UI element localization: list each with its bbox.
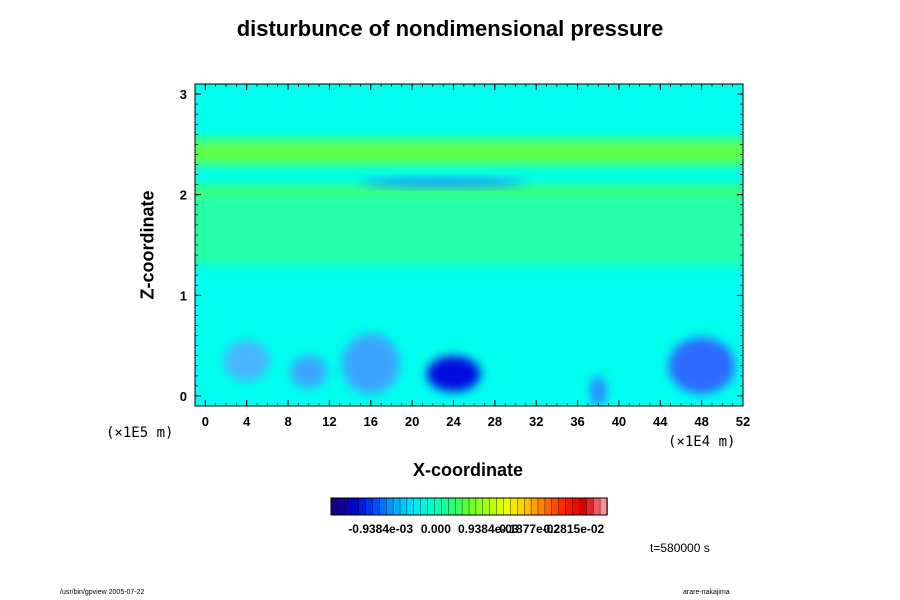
x-tick-label: 28 <box>488 414 502 429</box>
colorbar-segment <box>579 497 588 516</box>
colorbar-segment <box>406 497 415 516</box>
colorbar-segment <box>496 497 505 516</box>
heatmap-band <box>195 139 743 165</box>
heatmap-feature <box>341 333 400 394</box>
colorbar-segment <box>455 497 463 516</box>
x-tick-label: 40 <box>612 414 626 429</box>
colorbar-segment <box>510 497 518 516</box>
x-tick-label: 36 <box>570 414 584 429</box>
x-tick-label: 20 <box>405 414 419 429</box>
colorbar-tick-label: 0.9384e-03 <box>458 522 519 536</box>
y-tick-label: 0 <box>180 389 187 404</box>
colorbar-tick-label: 0.1877e-02 <box>499 522 560 536</box>
heatmap-feature <box>290 355 328 388</box>
x-tick-label: 32 <box>529 414 543 429</box>
heatmap-field <box>195 84 743 406</box>
colorbar-segment <box>448 497 456 516</box>
colorbar-segment <box>441 497 449 516</box>
footer-author-label: arare-nakajima <box>683 589 730 596</box>
x-tick-label: 16 <box>364 414 378 429</box>
colorbar-segment <box>599 497 608 516</box>
x-axis-unit: (×1E4 m) <box>668 434 736 450</box>
colorbar-segment <box>475 497 484 516</box>
heatmap-feature <box>223 340 270 381</box>
colorbar-tick-label: 0.000 <box>421 522 451 536</box>
colorbar-segment <box>413 497 422 516</box>
colorbar-segment <box>530 497 539 516</box>
x-tick-label: 44 <box>653 414 668 429</box>
colorbar-segment <box>386 497 394 516</box>
colorbar-segment <box>399 497 408 516</box>
heatmap-feature <box>426 355 481 392</box>
y-tick-label: 2 <box>180 188 187 203</box>
colorbar-segment <box>372 497 380 516</box>
colorbar-segment <box>427 497 436 516</box>
footer-command-label: /usr/bin/gpview 2005-07-22 <box>60 589 145 596</box>
colorbar-segment <box>558 497 567 516</box>
colorbar-segment <box>351 497 360 516</box>
time-label: t=580000 s <box>650 541 710 555</box>
colorbar-segment <box>572 497 581 516</box>
colorbar-segment <box>544 497 553 516</box>
colorbar-segment <box>517 497 525 516</box>
colorbar-segment <box>537 497 546 516</box>
colorbar-segment <box>392 497 401 516</box>
colorbar-tick-label: -0.9384e-03 <box>348 522 413 536</box>
colorbar-segment <box>420 497 429 516</box>
colorbar-segment <box>524 497 532 516</box>
colorbar-segment <box>489 497 498 516</box>
colorbar-segment <box>379 497 387 516</box>
colorbar-segment <box>365 497 374 516</box>
colorbar-segment <box>593 497 601 516</box>
heatmap-feature <box>360 178 526 187</box>
colorbar-segment <box>482 497 491 516</box>
colorbar-segment <box>551 497 560 516</box>
z-axis-unit: (×1E5 m) <box>106 425 174 441</box>
colorbar-segment <box>565 497 574 516</box>
x-axis-label: X-coordinate <box>412 460 523 480</box>
colorbar-segment <box>434 497 443 516</box>
heatmap-band <box>195 194 743 266</box>
colorbar-segment <box>344 497 353 516</box>
colorbar-segment <box>358 497 367 516</box>
colorbar-segment <box>461 497 470 516</box>
heatmap-feature <box>668 337 735 394</box>
x-tick-label: 12 <box>322 414 336 429</box>
x-tick-label: 52 <box>736 414 750 429</box>
colorbar-segment <box>330 497 339 516</box>
colorbar-segment <box>468 497 477 516</box>
x-tick-label: 4 <box>243 414 251 429</box>
colorbar-frame <box>330 497 608 516</box>
colorbar-segment <box>337 497 346 516</box>
y-tick-label: 1 <box>180 288 187 303</box>
colorbar-tick-label: 0.2815e-02 <box>544 522 605 536</box>
y-tick-label: 3 <box>180 87 187 102</box>
chart-title: disturbunce of nondimensional pressure <box>236 16 664 41</box>
heatmap-feature <box>589 375 607 406</box>
x-tick-label: 24 <box>446 414 461 429</box>
x-tick-label: 0 <box>202 414 209 429</box>
colorbar-segment <box>503 497 512 516</box>
x-tick-label: 48 <box>694 414 708 429</box>
colorbar-segment <box>586 497 594 516</box>
x-tick-label: 8 <box>284 414 291 429</box>
